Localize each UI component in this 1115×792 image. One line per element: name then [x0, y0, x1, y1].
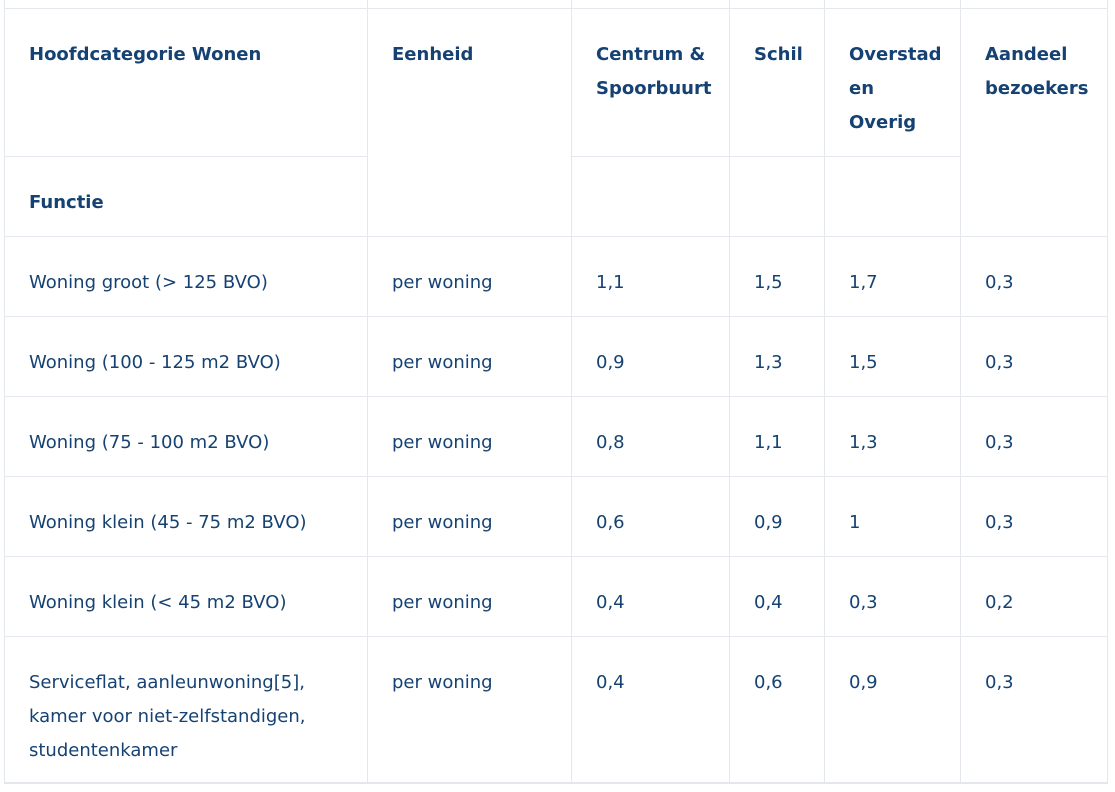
functie-cell: Woning klein (45 - 75 m2 BVO): [4, 475, 368, 557]
functie-cell: Woning (100 - 125 m2 BVO): [4, 315, 368, 397]
function-header: Functie: [4, 155, 368, 237]
overstad-subheader-empty: [824, 155, 961, 237]
table-row: Woning klein (45 - 75 m2 BVO) per woning…: [4, 475, 1108, 557]
functie-cell: Woning klein (< 45 m2 BVO): [4, 555, 368, 637]
category-header: Hoofdcategorie Wonen: [4, 7, 368, 157]
parking-norms-table-container: Hoofdcategorie Wonen Eenheid Centrum & S…: [4, 0, 1108, 784]
aandeel-cell: 0,3: [960, 635, 1108, 784]
overstad-cell: 1,3: [824, 395, 961, 477]
aandeel-cell: 0,3: [960, 315, 1108, 397]
schil-cell: 0,9: [729, 475, 825, 557]
table-row: Woning (100 - 125 m2 BVO) per woning 0,9…: [4, 315, 1108, 397]
table-top-strip: [4, 0, 1108, 9]
schil-cell: 0,4: [729, 555, 825, 637]
centrum-cell: 0,9: [571, 315, 730, 397]
functie-cell: Woning (75 - 100 m2 BVO): [4, 395, 368, 477]
eenheid-cell: per woning: [367, 395, 572, 477]
eenheid-cell: per woning: [367, 635, 572, 784]
eenheid-cell: per woning: [367, 315, 572, 397]
overstad-header: Overstad en Overig: [824, 7, 961, 157]
functie-cell: Woning groot (> 125 BVO): [4, 235, 368, 317]
functie-cell: Serviceflat, aanleunwoning[5], kamer voo…: [4, 635, 368, 784]
centrum-cell: 0,8: [571, 395, 730, 477]
table-row: Woning groot (> 125 BVO) per woning 1,1 …: [4, 235, 1108, 317]
aandeel-cell: 0,3: [960, 395, 1108, 477]
schil-cell: 1,5: [729, 235, 825, 317]
schil-cell: 1,3: [729, 315, 825, 397]
schil-cell: 1,1: [729, 395, 825, 477]
table-row: Woning (75 - 100 m2 BVO) per woning 0,8 …: [4, 395, 1108, 477]
overstad-cell: 1,7: [824, 235, 961, 317]
table-row: Woning klein (< 45 m2 BVO) per woning 0,…: [4, 555, 1108, 637]
centrum-cell: 1,1: [571, 235, 730, 317]
parking-norms-table: Hoofdcategorie Wonen Eenheid Centrum & S…: [4, 0, 1108, 784]
overstad-cell: 1: [824, 475, 961, 557]
schil-subheader-empty: [729, 155, 825, 237]
aandeel-cell: 0,3: [960, 235, 1108, 317]
centrum-cell: 0,4: [571, 555, 730, 637]
centrum-cell: 0,6: [571, 475, 730, 557]
table-row: Serviceflat, aanleunwoning[5], kamer voo…: [4, 635, 1108, 784]
centrum-subheader-empty: [571, 155, 730, 237]
header-row: Hoofdcategorie Wonen Eenheid Centrum & S…: [4, 7, 1108, 237]
aandeel-cell: 0,2: [960, 555, 1108, 637]
subheader-row: Functie: [4, 155, 1108, 237]
overstad-cell: 0,3: [824, 555, 961, 637]
eenheid-cell: per woning: [367, 235, 572, 317]
aandeel-header: Aandeel bezoekers: [960, 7, 1108, 237]
aandeel-cell: 0,3: [960, 475, 1108, 557]
overstad-cell: 0,9: [824, 635, 961, 784]
eenheid-cell: per woning: [367, 475, 572, 557]
unit-header: Eenheid: [367, 7, 572, 237]
table-bottom-rule: [4, 782, 1107, 784]
overstad-cell: 1,5: [824, 315, 961, 397]
centrum-cell: 0,4: [571, 635, 730, 784]
schil-header: Schil: [729, 7, 825, 157]
schil-cell: 0,6: [729, 635, 825, 784]
eenheid-cell: per woning: [367, 555, 572, 637]
centrum-header: Centrum & Spoorbuurt: [571, 7, 730, 157]
